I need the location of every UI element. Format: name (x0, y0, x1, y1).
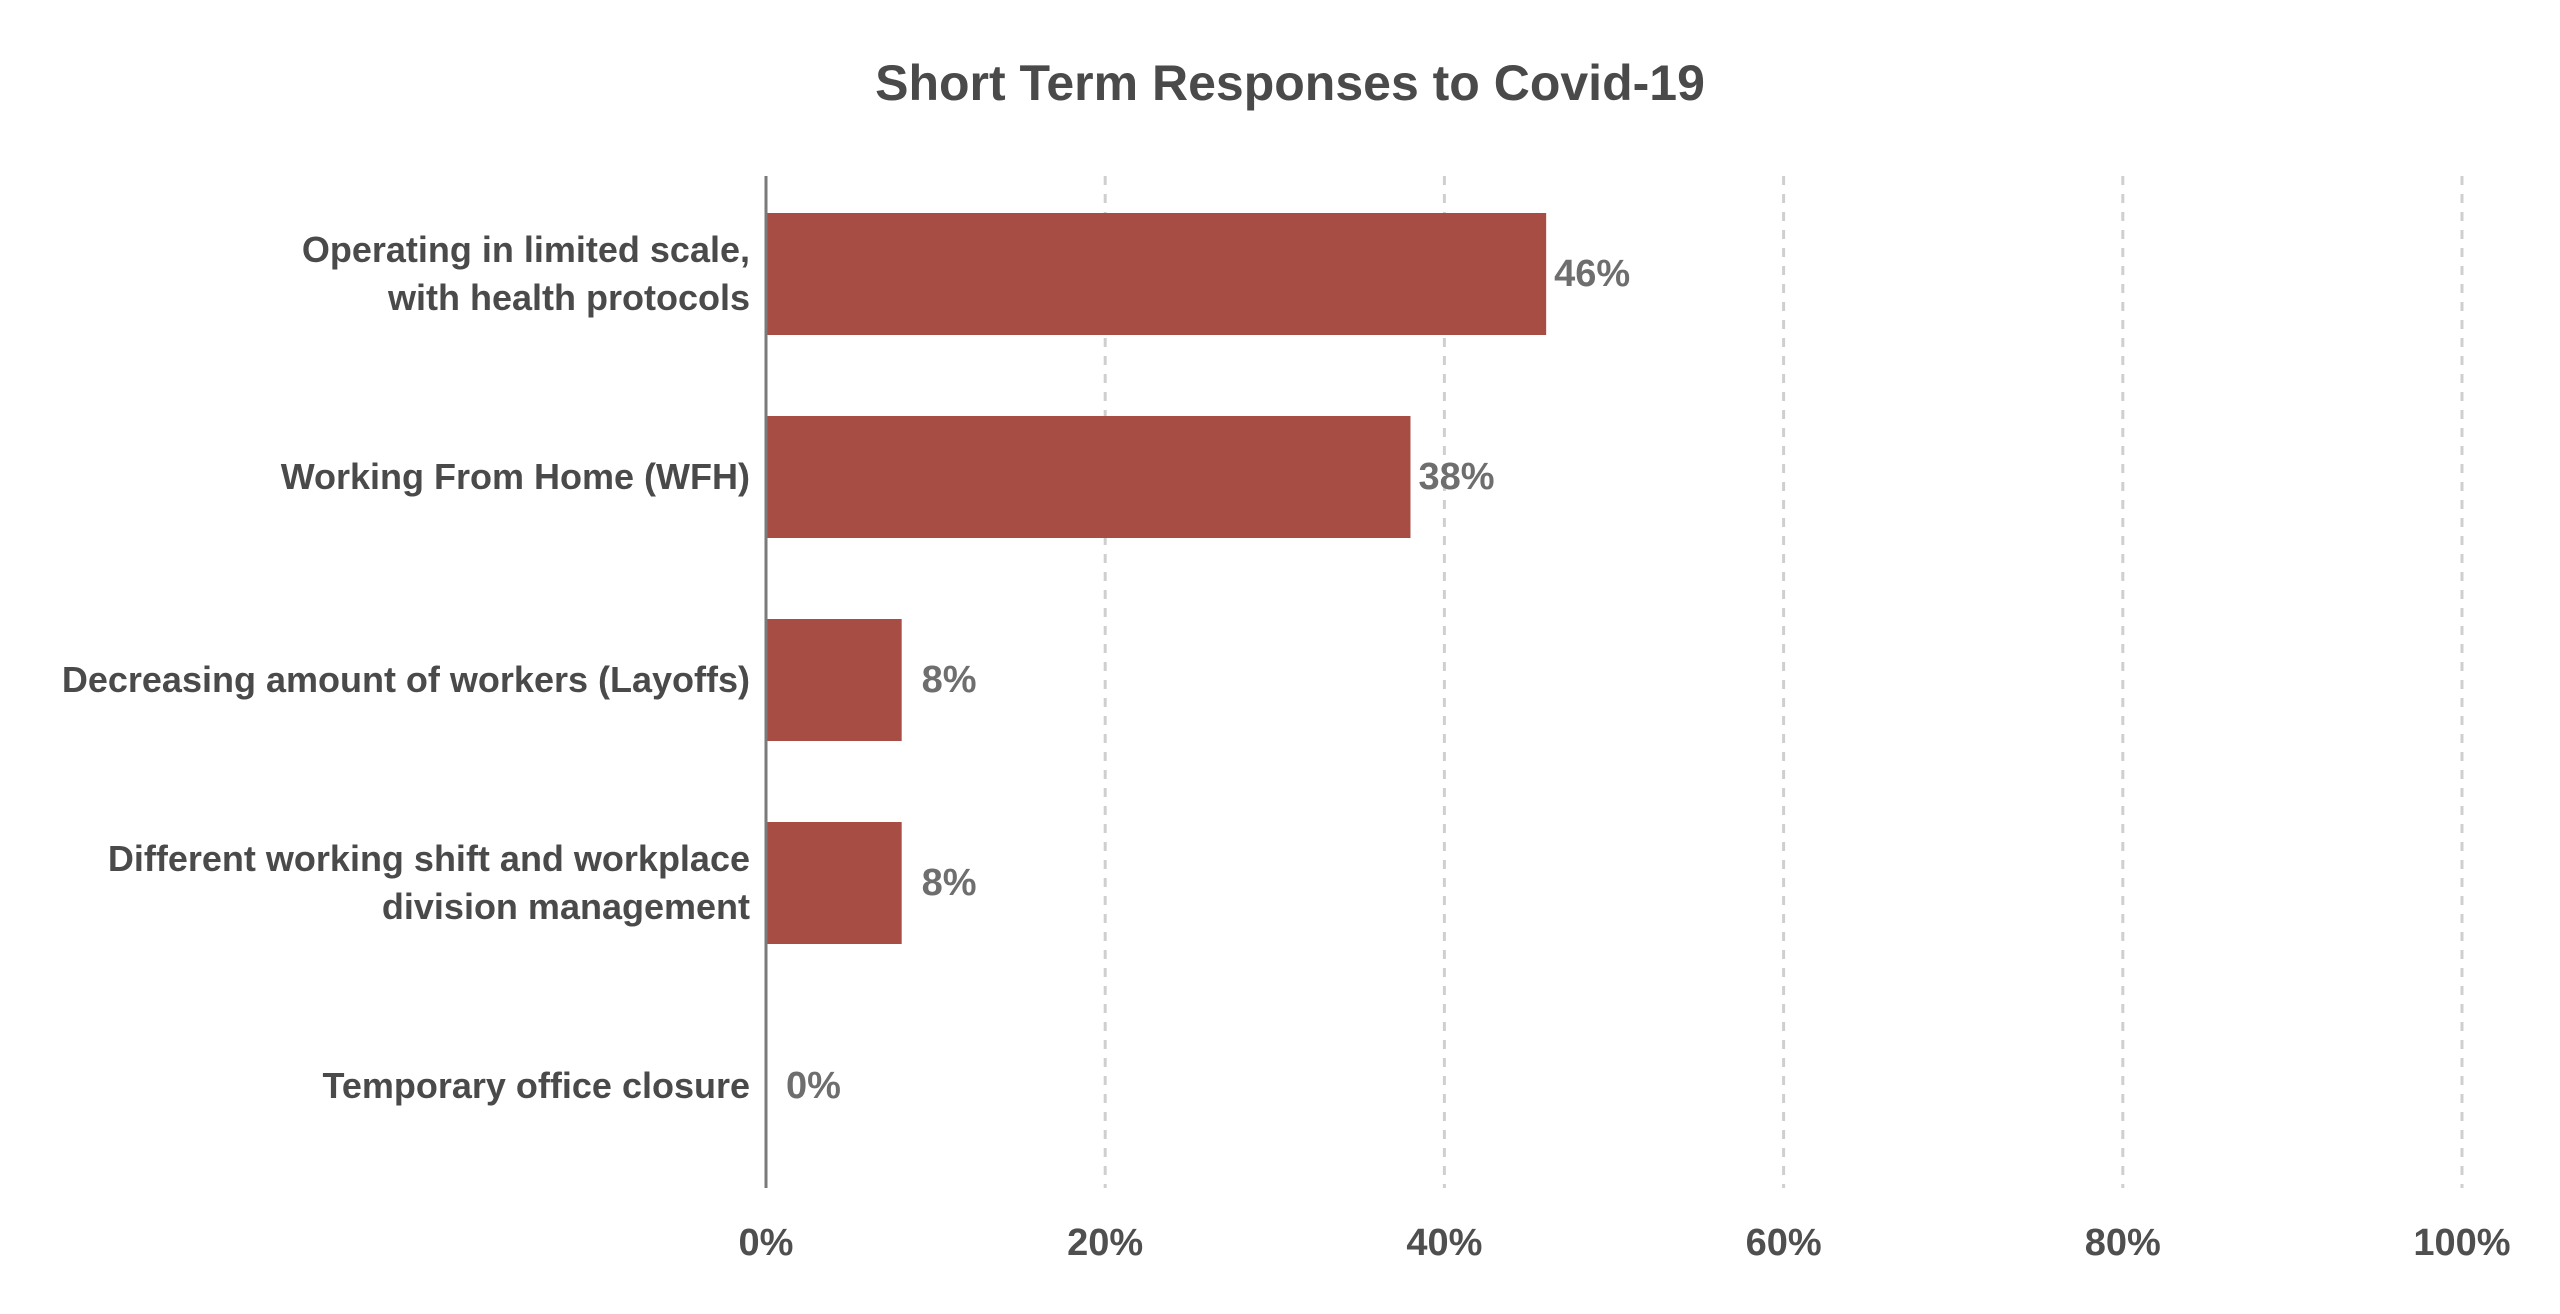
bar (766, 213, 1547, 335)
category-label-line: Operating in limited scale, (302, 229, 750, 270)
bar (766, 619, 902, 741)
value-label: 46% (1554, 253, 1630, 295)
category-label-line: Temporary office closure (323, 1065, 750, 1106)
x-tick-label: 20% (1067, 1222, 1143, 1264)
category-label: Operating in limited scale, with health p… (302, 229, 750, 318)
gridlines (1103, 176, 2464, 1188)
value-label: 38% (1418, 456, 1494, 498)
chart-title: Short Term Responses to Covid-19 (875, 55, 1705, 111)
category-label-line: with health protocols (387, 277, 750, 318)
value-label: 0% (786, 1065, 841, 1107)
category-label-line: division management (382, 886, 750, 927)
x-tick-label: 40% (1406, 1222, 1482, 1264)
category-label-line: Different working shift and workplace (108, 838, 750, 879)
category-label: Decreasing amount of workers (Layoffs) (62, 659, 750, 700)
bar (766, 416, 1411, 538)
x-tick-label: 100% (2413, 1222, 2510, 1264)
category-label-line: Decreasing amount of workers (Layoffs) (62, 659, 750, 700)
category-label: Working From Home (WFH) (281, 456, 750, 497)
bar (766, 822, 902, 944)
x-tick-label: 0% (739, 1222, 794, 1264)
category-label: Different working shift and workplace div… (108, 838, 750, 927)
category-label: Temporary office closure (323, 1065, 750, 1106)
x-axis-ticks: 0% 20% 40% 60% 80% 100% (739, 1222, 2511, 1264)
category-labels: Operating in limited scale, with health p… (62, 229, 750, 1106)
bars (766, 213, 1547, 944)
value-label: 8% (922, 862, 977, 904)
value-label: 8% (922, 659, 977, 701)
x-tick-label: 60% (1746, 1222, 1822, 1264)
x-tick-label: 80% (2085, 1222, 2161, 1264)
category-label-line: Working From Home (WFH) (281, 456, 750, 497)
value-labels: 46% 38% 8% 8% 0% (786, 253, 1630, 1107)
